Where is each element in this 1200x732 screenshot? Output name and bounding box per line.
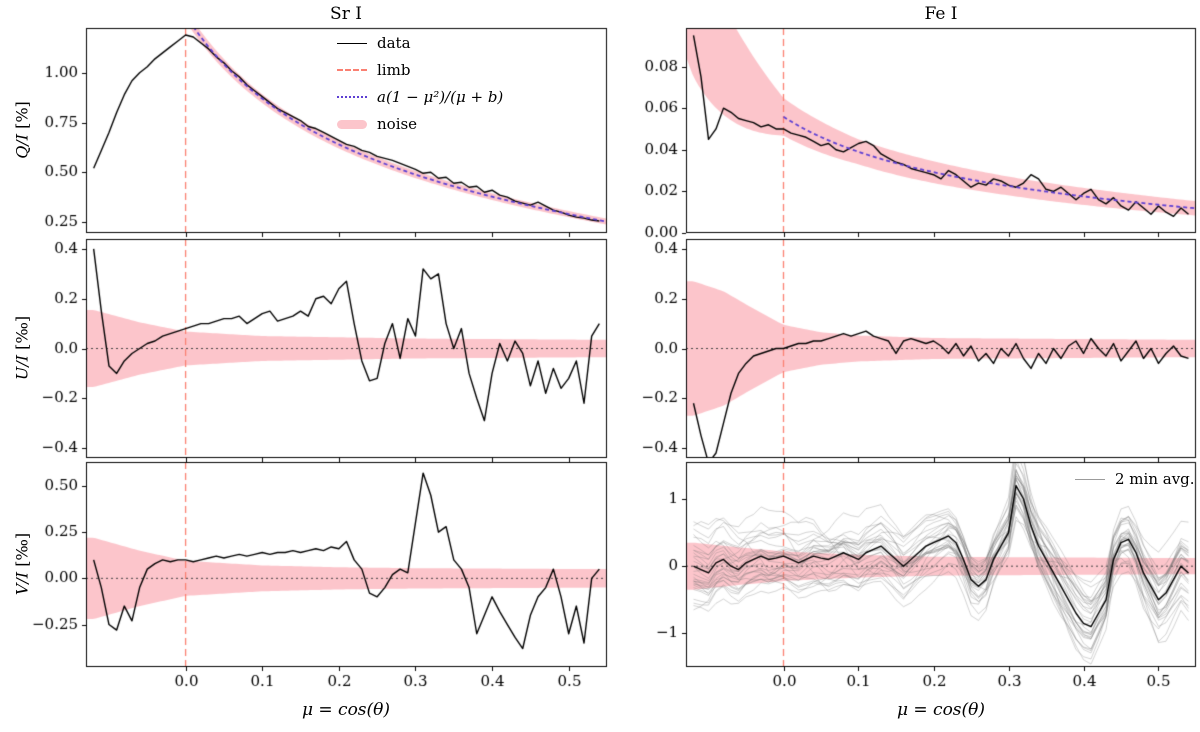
legend-item-avg: 2 min avg. xyxy=(1075,470,1195,488)
ylabel-u: U/I [‰] xyxy=(13,316,32,380)
xlabel-left: μ = cos(θ) xyxy=(301,700,391,720)
panel-title-fe: Fe I xyxy=(924,4,958,24)
xlabel-right: μ = cos(θ) xyxy=(896,700,986,720)
legend-sr-q: data limb a(1 − μ²)/(μ + b) noise xyxy=(337,34,503,133)
ylabel-u-math: U/I xyxy=(12,354,32,381)
noise-band-swatch xyxy=(337,119,367,129)
ylabel-v-math: V/I xyxy=(12,571,32,596)
ylabel-q: Q/I [%] xyxy=(13,101,32,159)
legend-item-data: data xyxy=(337,34,503,52)
panel-title-sr: Sr I xyxy=(330,4,362,24)
ylabel-q-unit: [%] xyxy=(12,101,32,134)
legend-label-avg: 2 min avg. xyxy=(1115,470,1195,488)
legend-label-limb: limb xyxy=(377,61,411,79)
legend-label-data: data xyxy=(377,34,411,52)
legend-item-fit: a(1 − μ²)/(μ + b) xyxy=(337,88,503,106)
limb-line-swatch xyxy=(337,69,367,71)
ylabel-q-math: Q/I xyxy=(12,133,32,159)
avg-line-swatch xyxy=(1075,478,1105,480)
data-line-swatch xyxy=(337,42,367,44)
legend-item-limb: limb xyxy=(337,61,503,79)
legend-label-fit: a(1 − μ²)/(μ + b) xyxy=(377,88,504,106)
legend-fe-v: 2 min avg. xyxy=(1075,470,1195,488)
ylabel-v: V/I [‰] xyxy=(13,533,32,595)
ylabel-v-unit: [‰] xyxy=(12,532,32,572)
ylabel-u-unit: [‰] xyxy=(12,315,32,355)
legend-label-noise: noise xyxy=(377,115,418,133)
legend-item-noise: noise xyxy=(337,115,503,133)
fit-line-swatch xyxy=(337,96,367,98)
